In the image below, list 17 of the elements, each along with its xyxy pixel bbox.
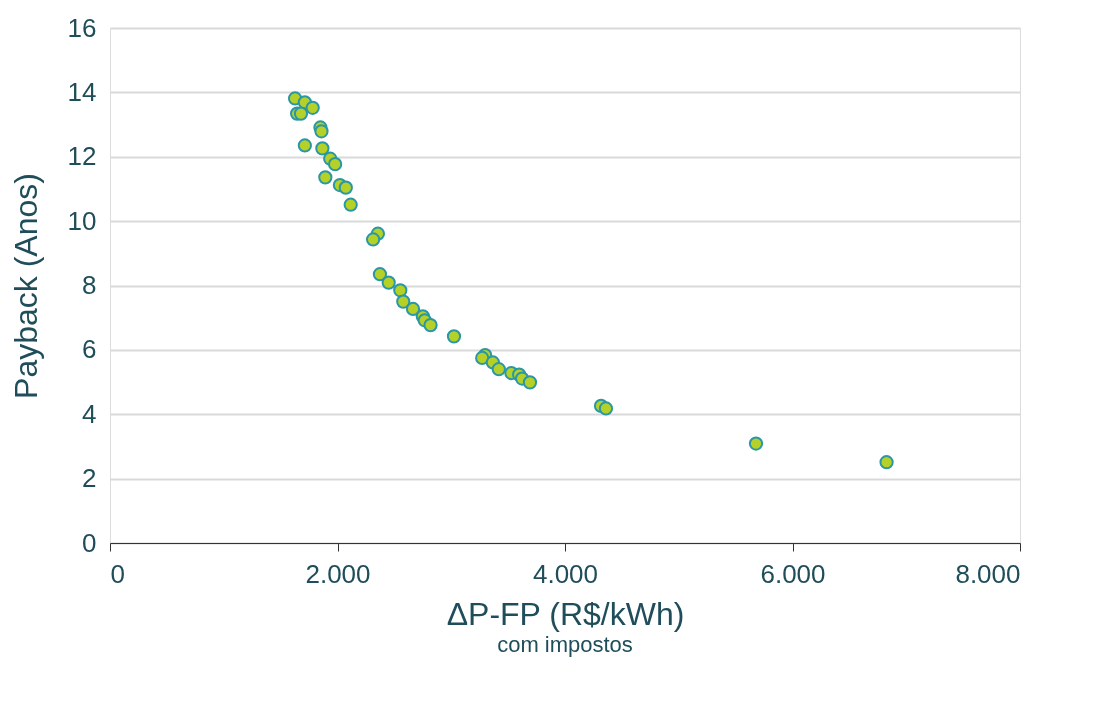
y-tick-label: 2	[82, 463, 97, 494]
y-tick-label: 4	[82, 398, 97, 429]
y-tick-label: 10	[67, 205, 97, 236]
y-tick-label: 6	[82, 334, 97, 365]
x-axis-title: ΔP-FP (R$/kWh)	[446, 595, 685, 632]
y-tick-label: 14	[67, 76, 97, 107]
y-tick-label: 12	[67, 141, 97, 172]
x-tick-label: 2.000	[305, 558, 371, 589]
x-tick-label: 4.000	[532, 558, 599, 589]
x-tick-label: 0	[110, 558, 125, 589]
x-tick-label: 6.000	[760, 558, 826, 589]
y-axis-title: Payback (Anos)	[7, 173, 44, 399]
y-tick-label: 0	[82, 527, 97, 558]
text: com impostos	[497, 632, 633, 657]
y-tick-label: 16	[67, 12, 97, 43]
x-tick-label: 8.000	[955, 558, 1021, 589]
y-tick-label: 8	[82, 270, 97, 300]
